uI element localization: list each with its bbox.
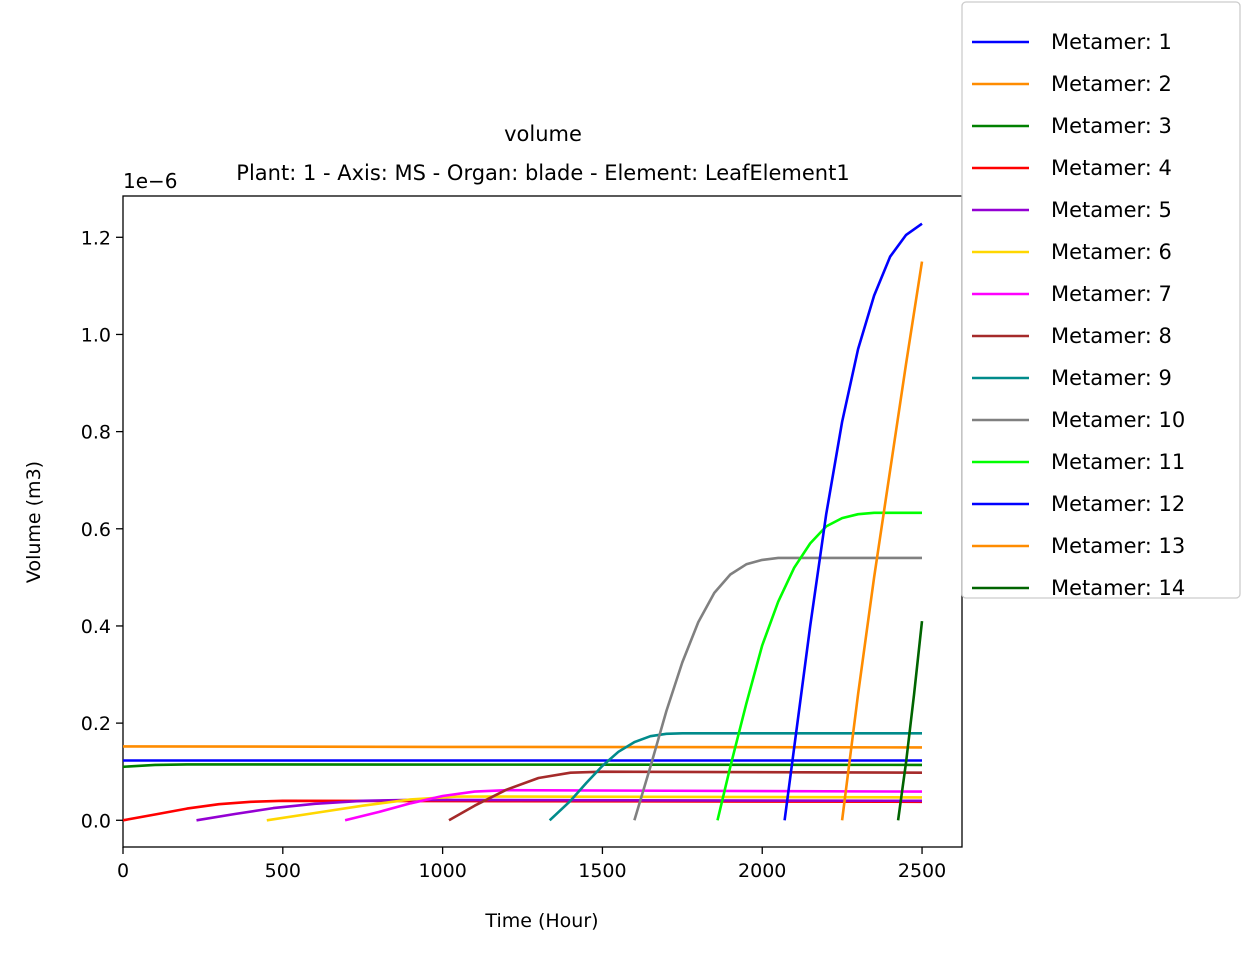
series-line-2 — [122, 745, 923, 749]
series-line-8 — [448, 770, 923, 822]
y-tick-label: 1.0 — [81, 324, 111, 346]
x-tick-label: 2000 — [738, 860, 786, 882]
legend-label-7: Metamer: 7 — [1051, 282, 1172, 306]
legend-label-1: Metamer: 1 — [1051, 30, 1172, 54]
y-tick-label: 1.2 — [81, 227, 111, 249]
legend-label-4: Metamer: 4 — [1051, 156, 1172, 180]
series-line-10 — [633, 556, 922, 821]
series-line-13 — [840, 261, 924, 821]
y-offset-text: 1e−6 — [123, 169, 178, 193]
legend-label-5: Metamer: 5 — [1051, 198, 1172, 222]
legend-label-9: Metamer: 9 — [1051, 366, 1172, 390]
legend-label-2: Metamer: 2 — [1051, 72, 1172, 96]
series-line-9 — [548, 731, 922, 822]
legend-label-8: Metamer: 8 — [1051, 324, 1172, 348]
series-line-11 — [716, 511, 922, 821]
x-axis: 0 500 1000 1500 2000 2500 — [117, 847, 946, 882]
legend-label-6: Metamer: 6 — [1051, 240, 1172, 264]
y-tick-label: 0.2 — [81, 713, 111, 735]
series-line-6 — [266, 795, 923, 822]
legend-label-11: Metamer: 11 — [1051, 450, 1185, 474]
x-tick-label: 1000 — [418, 860, 466, 882]
legend-label-13: Metamer: 13 — [1051, 534, 1185, 558]
x-tick-label: 0 — [117, 860, 129, 882]
chart-title: volume — [504, 122, 582, 146]
x-tick-label: 2500 — [898, 860, 946, 882]
y-axis: 0.0 0.2 0.4 0.6 0.8 1.0 1.2 — [81, 227, 123, 832]
legend-label-12: Metamer: 12 — [1051, 492, 1185, 516]
chart-subtitle: Plant: 1 - Axis: MS - Organ: blade - Ele… — [236, 161, 849, 185]
x-tick-label: 500 — [265, 860, 301, 882]
series-layer — [122, 222, 924, 822]
series-line-3 — [122, 763, 923, 769]
y-axis-label: Volume (m3) — [23, 461, 45, 583]
legend-label-14: Metamer: 14 — [1051, 576, 1185, 600]
legend-box — [961, 1, 1241, 599]
plot-area — [122, 195, 963, 848]
y-tick-label: 0.4 — [81, 616, 111, 638]
plot-frame — [122, 195, 963, 848]
series-line-12 — [783, 222, 923, 821]
legend-label-3: Metamer: 3 — [1051, 114, 1172, 138]
series-line-4 — [122, 799, 923, 822]
y-tick-label: 0.8 — [81, 422, 111, 444]
legend-label-10: Metamer: 10 — [1051, 408, 1185, 432]
legend: Metamer: 1 Metamer: 2 Metamer: 3 Metamer: 4… — [961, 1, 1241, 600]
y-tick-label: 0.6 — [81, 519, 111, 541]
series-line-14 — [896, 620, 924, 821]
y-tick-label: 0.0 — [81, 810, 111, 832]
x-axis-label: Time (Hour) — [484, 910, 598, 932]
x-tick-label: 1500 — [578, 860, 626, 882]
